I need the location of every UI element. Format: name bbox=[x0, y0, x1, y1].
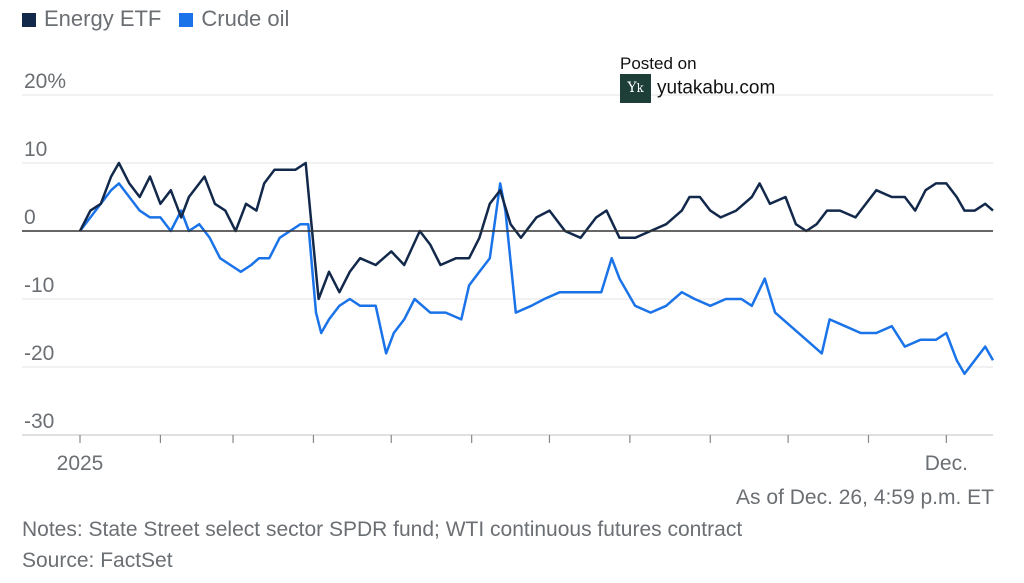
watermark: Posted on Yk yutakabu.com bbox=[620, 54, 775, 103]
watermark-posted-on: Posted on bbox=[620, 54, 697, 73]
y-tick-label: 20% bbox=[24, 70, 66, 93]
series-line-energy-etf bbox=[78, 161, 994, 301]
y-tick-label: 0 bbox=[24, 206, 36, 229]
watermark-site: yutakabu.com bbox=[657, 77, 776, 99]
notes-text: Notes: State Street select sector SPDR f… bbox=[22, 518, 743, 541]
y-tick-label: -20 bbox=[24, 342, 54, 365]
energy-swatch-icon bbox=[22, 13, 36, 27]
as-of-text: As of Dec. 26, 4:59 p.m. ET bbox=[736, 486, 994, 509]
x-tick-label: 2025 bbox=[57, 452, 104, 475]
crude-swatch-icon bbox=[179, 13, 194, 27]
legend-item-energy-etf: Energy ETF bbox=[22, 6, 161, 32]
watermark-logo-icon: Yk bbox=[620, 74, 651, 103]
y-tick-label: -10 bbox=[24, 274, 54, 297]
y-tick-label: -30 bbox=[24, 410, 54, 433]
x-tick-label: Dec. bbox=[925, 452, 968, 475]
legend-item-crude-oil: Crude oil bbox=[179, 6, 289, 32]
source-text: Source: FactSet bbox=[22, 549, 173, 572]
series-line-crude-oil bbox=[79, 182, 995, 376]
legend-label: Crude oil bbox=[201, 6, 290, 31]
legend-label: Energy ETF bbox=[44, 6, 162, 31]
y-tick-label: 10 bbox=[24, 138, 47, 161]
legend: Energy ETF Crude oil bbox=[22, 6, 289, 32]
